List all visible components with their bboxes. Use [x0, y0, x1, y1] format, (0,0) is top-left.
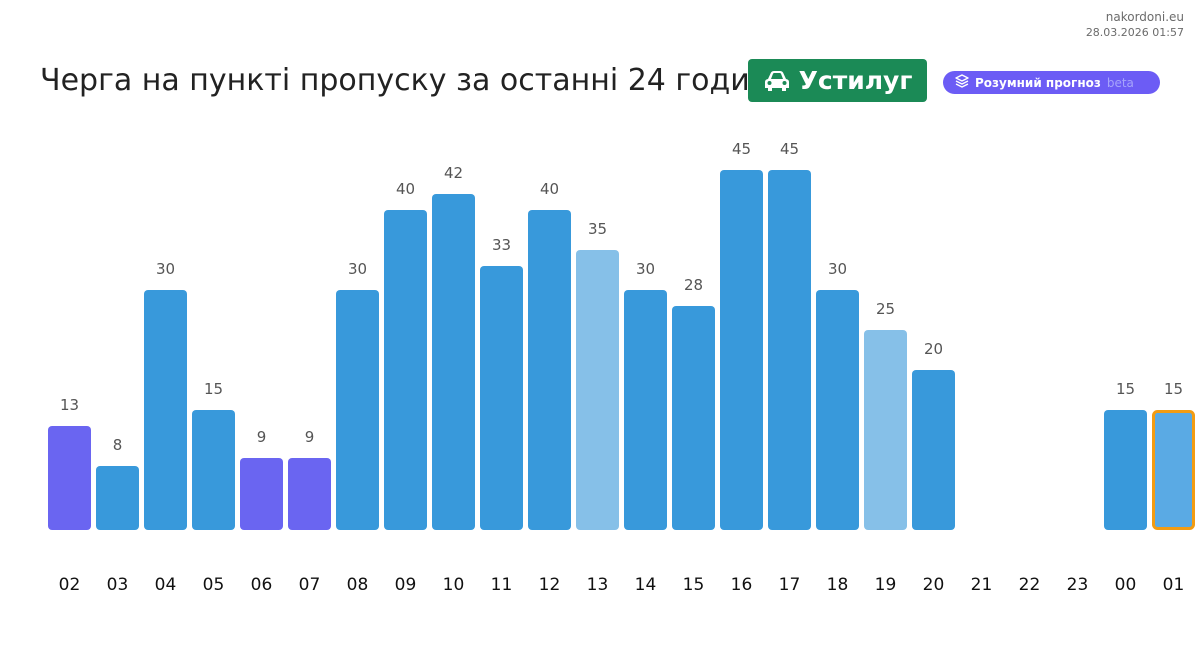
bar-value-label: 45: [780, 140, 799, 158]
x-tick-label: 16: [731, 575, 753, 595]
bar-value-label: 40: [396, 180, 415, 198]
bar-17[interactable]: [768, 170, 811, 530]
bar-12[interactable]: [528, 210, 571, 530]
forecast-badge[interactable]: Розумний прогноз beta: [943, 71, 1160, 94]
site-name[interactable]: nakordoni.eu: [1105, 10, 1184, 24]
x-tick-label: 06: [251, 575, 273, 595]
bar-16[interactable]: [720, 170, 763, 530]
bar-value-label: 25: [876, 300, 895, 318]
page-title: Черга на пункті пропуску за останні 24 г…: [40, 63, 789, 98]
bar-11[interactable]: [480, 266, 523, 530]
x-tick-label: 05: [203, 575, 225, 595]
x-tick-label: 08: [347, 575, 369, 595]
x-tick-label: 01: [1163, 575, 1185, 595]
place-badge[interactable]: Устилуг: [748, 59, 927, 102]
bar-10[interactable]: [432, 194, 475, 530]
car-icon: [763, 69, 791, 93]
bar-value-label: 42: [444, 164, 463, 182]
bar-02[interactable]: [48, 426, 91, 530]
forecast-label: Розумний прогноз: [975, 75, 1101, 90]
bar-value-label: 8: [113, 436, 123, 454]
bar-19[interactable]: [864, 330, 907, 530]
x-tick-label: 11: [491, 575, 513, 595]
forecast-beta-label: beta: [1106, 75, 1134, 90]
x-tick-label: 18: [827, 575, 849, 595]
bar-07[interactable]: [288, 458, 331, 530]
bar-09[interactable]: [384, 210, 427, 530]
bar-08[interactable]: [336, 290, 379, 530]
bar-value-label: 40: [540, 180, 559, 198]
bar-value-label: 30: [636, 260, 655, 278]
bar-value-label: 15: [1116, 380, 1135, 398]
x-tick-label: 19: [875, 575, 897, 595]
x-tick-label: 21: [971, 575, 993, 595]
x-tick-label: 23: [1067, 575, 1089, 595]
bar-value-label: 35: [588, 220, 607, 238]
bar-value-label: 13: [60, 396, 79, 414]
bar-20[interactable]: [912, 370, 955, 530]
x-tick-label: 22: [1019, 575, 1041, 595]
x-tick-label: 00: [1115, 575, 1137, 595]
bar-value-label: 20: [924, 340, 943, 358]
bar-06[interactable]: [240, 458, 283, 530]
x-tick-label: 17: [779, 575, 801, 595]
x-tick-label: 13: [587, 575, 609, 595]
bar-03[interactable]: [96, 466, 139, 530]
bar-13[interactable]: [576, 250, 619, 530]
x-tick-label: 15: [683, 575, 705, 595]
site-info: nakordoni.eu 28.03.2026 01:57: [1086, 9, 1184, 41]
place-name: Устилуг: [798, 66, 913, 95]
x-tick-label: 07: [299, 575, 321, 595]
bar-value-label: 15: [1164, 380, 1183, 398]
bar-18[interactable]: [816, 290, 859, 530]
bar-04[interactable]: [144, 290, 187, 530]
bar-value-label: 33: [492, 236, 511, 254]
bar-value-label: 30: [348, 260, 367, 278]
bar-15[interactable]: [672, 306, 715, 530]
bar-00[interactable]: [1104, 410, 1147, 530]
bar-value-label: 30: [156, 260, 175, 278]
bar-value-label: 28: [684, 276, 703, 294]
bar-value-label: 9: [257, 428, 267, 446]
x-tick-label: 02: [59, 575, 81, 595]
bar-05[interactable]: [192, 410, 235, 530]
bar-14[interactable]: [624, 290, 667, 530]
site-datetime: 28.03.2026 01:57: [1085, 26, 1184, 39]
bar-value-label: 9: [305, 428, 315, 446]
x-tick-label: 04: [155, 575, 177, 595]
x-tick-label: 14: [635, 575, 657, 595]
bar-01[interactable]: [1152, 410, 1195, 530]
layers-icon: [955, 74, 969, 91]
bar-value-label: 30: [828, 260, 847, 278]
x-tick-label: 09: [395, 575, 417, 595]
x-tick-label: 12: [539, 575, 561, 595]
bar-value-label: 15: [204, 380, 223, 398]
bar-value-label: 45: [732, 140, 751, 158]
x-tick-label: 10: [443, 575, 465, 595]
x-tick-label: 03: [107, 575, 129, 595]
x-tick-label: 20: [923, 575, 945, 595]
